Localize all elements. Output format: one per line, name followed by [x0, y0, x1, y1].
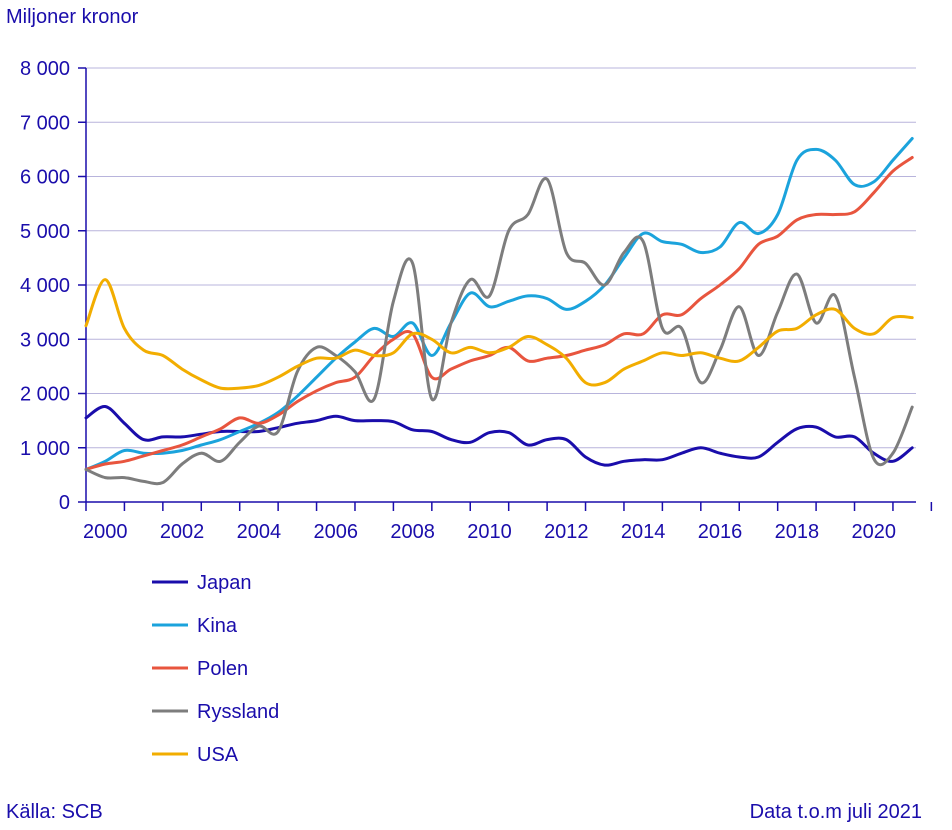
series-line-usa	[84, 278, 914, 391]
x-tick-label: 2006	[314, 521, 359, 543]
y-tick-label: 4 000	[20, 275, 70, 297]
data-note: Data t.o.m juli 2021	[749, 801, 922, 823]
x-tick-label: 2012	[544, 521, 589, 543]
series-line-japan	[84, 405, 914, 467]
legend-label-kina: Kina	[197, 615, 238, 637]
source-note: Källa: SCB	[6, 801, 103, 823]
y-tick-label: 6 000	[20, 167, 70, 189]
series-lines	[84, 137, 914, 486]
legend-label-usa: USA	[197, 744, 239, 766]
legend-label-polen: Polen	[197, 658, 248, 680]
x-tick-label: 2002	[160, 521, 205, 543]
x-tick-label: 2018	[775, 521, 820, 543]
y-tick-label: 2 000	[20, 384, 70, 406]
series-line-polen	[84, 156, 914, 471]
line-chart: 0 1 000 2 000 3 000 4 000 5 000 6 000 7 000 8 00…	[20, 58, 933, 766]
y-tick-label: 7 000	[20, 112, 70, 134]
legend-label-japan: Japan	[197, 572, 252, 594]
x-tick-label: 2010	[467, 521, 512, 543]
series-line-kina	[84, 137, 914, 471]
axes: 0 1 000 2 000 3 000 4 000 5 000 6 000 7 000 8 00…	[20, 58, 933, 543]
legend-label-ryssland: Ryssland	[197, 701, 279, 723]
y-tick-label: 5 000	[20, 221, 70, 243]
gridlines	[86, 67, 916, 449]
y-tick-label: 0	[59, 492, 70, 514]
y-tick-label: 8 000	[20, 58, 70, 80]
series-line-ryssland	[84, 177, 914, 486]
x-tick-label: 2016	[698, 521, 743, 543]
legend: Japan Kina Polen Ryssland USA	[152, 572, 279, 766]
x-tick-label: 2020	[851, 521, 896, 543]
x-tick-label: 2004	[237, 521, 282, 543]
y-axis-title: Miljoner kronor	[6, 6, 139, 28]
x-tick-label: 2008	[390, 521, 435, 543]
x-tick-label: 2014	[621, 521, 666, 543]
x-tick-label: 2000	[83, 521, 128, 543]
y-tick-label: 1 000	[20, 438, 70, 460]
y-tick-label: 3 000	[20, 329, 70, 351]
